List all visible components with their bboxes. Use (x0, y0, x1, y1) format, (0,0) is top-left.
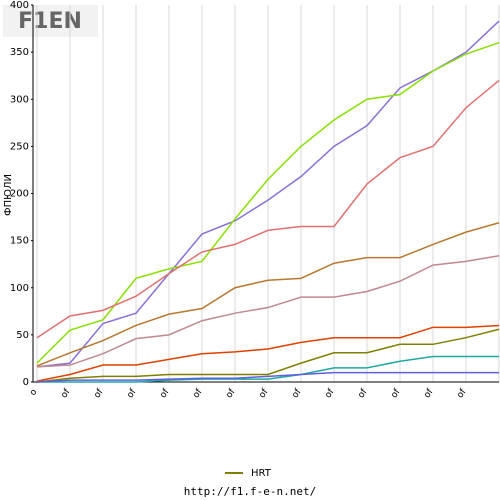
y-tick-label: 400 (10, 0, 29, 11)
x-tick-label: of (323, 387, 337, 401)
series-line (36, 371, 499, 383)
y-tick-label: 350 (10, 47, 29, 58)
x-tick-label: of (356, 387, 370, 401)
y-tick-label: 150 (10, 236, 29, 247)
x-tick-label: of (92, 387, 106, 401)
logo: F1EN (18, 9, 82, 34)
logo-box (3, 5, 98, 37)
y-tick-label: 100 (10, 283, 29, 294)
y-axis-label: ФПЮЛИ (3, 174, 14, 216)
y-tick-label: 200 (10, 189, 29, 200)
legend-label: HRT (251, 468, 272, 479)
x-tick-label: of (290, 387, 304, 401)
series-line (36, 254, 500, 368)
y-tick-label: 0 (23, 377, 29, 388)
x-tick-label: of (158, 387, 172, 401)
x-tick-label: of (455, 387, 469, 401)
y-tick-label: 50 (16, 330, 29, 341)
series-line (36, 328, 500, 383)
x-tick-label: of (422, 387, 436, 401)
x-tick-label: of (224, 387, 238, 401)
y-tick-label: 250 (10, 141, 29, 152)
x-tick-label: of (257, 387, 271, 401)
x-tick-label: of (191, 387, 205, 401)
series-line (37, 355, 499, 383)
x-tick-label: of (59, 387, 73, 401)
y-tick-label: 300 (10, 94, 29, 105)
series-line (36, 20, 500, 368)
series-line (36, 324, 500, 382)
x-tick-label: o (28, 387, 40, 398)
footer: http://f1.f-e-n.net/ (184, 485, 316, 498)
series-line (36, 221, 500, 367)
series-line (36, 79, 500, 339)
x-tick-label: of (389, 387, 403, 401)
x-tick-label: of (125, 387, 139, 401)
